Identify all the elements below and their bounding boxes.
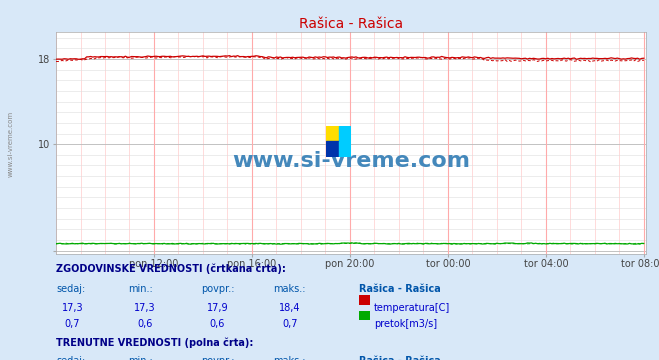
Text: 0,6: 0,6 [137, 319, 153, 329]
Text: 17,3: 17,3 [134, 303, 156, 313]
Text: min.:: min.: [129, 284, 154, 294]
Text: min.:: min.: [129, 356, 154, 360]
Bar [326, 126, 339, 141]
Text: temperatura[C]: temperatura[C] [374, 303, 450, 313]
Text: 17,9: 17,9 [207, 303, 228, 313]
Text: TRENUTNE VREDNOSTI (polna črta):: TRENUTNE VREDNOSTI (polna črta): [56, 338, 254, 348]
Text: sedaj:: sedaj: [56, 356, 85, 360]
Bar [339, 126, 351, 141]
Text: www.si-vreme.com: www.si-vreme.com [232, 151, 470, 171]
Text: www.si-vreme.com: www.si-vreme.com [8, 111, 14, 177]
Text: povpr.:: povpr.: [201, 284, 235, 294]
Text: 18,4: 18,4 [279, 303, 301, 313]
Text: pretok[m3/s]: pretok[m3/s] [374, 319, 437, 329]
Bar [326, 141, 339, 157]
Text: Rašica - Rašica: Rašica - Rašica [359, 284, 441, 294]
Text: sedaj:: sedaj: [56, 284, 85, 294]
Text: 0,6: 0,6 [210, 319, 225, 329]
Text: 0,7: 0,7 [65, 319, 80, 329]
Text: ZGODOVINSKE VREDNOSTI (črtkana črta):: ZGODOVINSKE VREDNOSTI (črtkana črta): [56, 264, 286, 274]
Text: 0,7: 0,7 [282, 319, 298, 329]
Bar [339, 141, 351, 157]
Text: 17,3: 17,3 [62, 303, 83, 313]
Title: Rašica - Rašica: Rašica - Rašica [299, 17, 403, 31]
Text: Rašica - Rašica: Rašica - Rašica [359, 356, 441, 360]
Text: maks.:: maks.: [273, 356, 306, 360]
Text: povpr.:: povpr.: [201, 356, 235, 360]
Text: maks.:: maks.: [273, 284, 306, 294]
